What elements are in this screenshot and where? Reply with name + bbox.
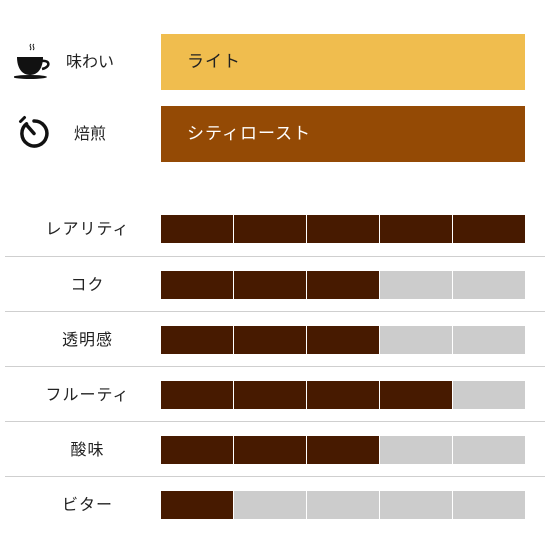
- rating-label: ビター: [61, 495, 113, 514]
- rating-meter: [161, 436, 525, 464]
- rating-segment-filled: [307, 271, 379, 299]
- rating-segment-empty: [380, 271, 452, 299]
- rating-segment-filled: [161, 215, 233, 243]
- rating-segment-filled: [380, 381, 452, 409]
- roast-label: 焙煎: [73, 124, 106, 143]
- rating-row: ビター: [5, 476, 545, 532]
- rating-segment-filled: [234, 271, 306, 299]
- rating-meter: [161, 215, 525, 243]
- rating-row: 透明感: [5, 311, 545, 367]
- rating-segment-filled: [307, 436, 379, 464]
- rating-label: フルーティ: [45, 385, 130, 404]
- rating-segment-filled: [161, 491, 233, 519]
- rating-segment-empty: [234, 491, 306, 519]
- rating-segment-filled: [161, 436, 233, 464]
- rating-segment-empty: [453, 326, 525, 354]
- rating-segment-empty: [453, 436, 525, 464]
- rating-segment-empty: [453, 271, 525, 299]
- rating-segment-filled: [161, 381, 233, 409]
- rating-segment-filled: [380, 215, 452, 243]
- rating-segment-filled: [307, 215, 379, 243]
- flavor-label: 味わい: [65, 52, 114, 71]
- rating-row: コク: [5, 256, 545, 312]
- roast-value-bar: シティロースト: [161, 106, 525, 162]
- rating-row: 酸味: [5, 421, 545, 477]
- rating-label: コク: [70, 275, 105, 294]
- rating-row: レアリティ: [5, 201, 545, 256]
- rating-label: 透明感: [61, 330, 113, 349]
- timer-icon: [14, 114, 54, 154]
- rating-segment-filled: [307, 381, 379, 409]
- rating-segment-empty: [380, 326, 452, 354]
- rating-meter: [161, 271, 525, 299]
- rating-label: レアリティ: [45, 219, 130, 238]
- rating-row: フルーティ: [5, 366, 545, 422]
- flavor-value-bar: ライト: [161, 34, 525, 90]
- coffee-cup-icon: [13, 42, 54, 82]
- rating-segment-filled: [161, 271, 233, 299]
- rating-segment-filled: [453, 215, 525, 243]
- rating-segment-empty: [307, 491, 379, 519]
- rating-segment-empty: [380, 436, 452, 464]
- flavor-row: 味わい ライト: [0, 34, 550, 90]
- rating-segment-filled: [234, 215, 306, 243]
- rating-segment-filled: [234, 436, 306, 464]
- rating-segment-filled: [234, 326, 306, 354]
- rating-meter: [161, 491, 525, 519]
- rating-label: 酸味: [70, 440, 105, 459]
- rating-segment-empty: [453, 381, 525, 409]
- rating-segment-empty: [380, 491, 452, 519]
- rating-meter: [161, 381, 525, 409]
- rating-segment-filled: [161, 326, 233, 354]
- rating-meter: [161, 326, 525, 354]
- rating-segment-empty: [453, 491, 525, 519]
- rating-segment-filled: [234, 381, 306, 409]
- roast-row: 焙煎 シティロースト: [0, 106, 550, 162]
- rating-segment-filled: [307, 326, 379, 354]
